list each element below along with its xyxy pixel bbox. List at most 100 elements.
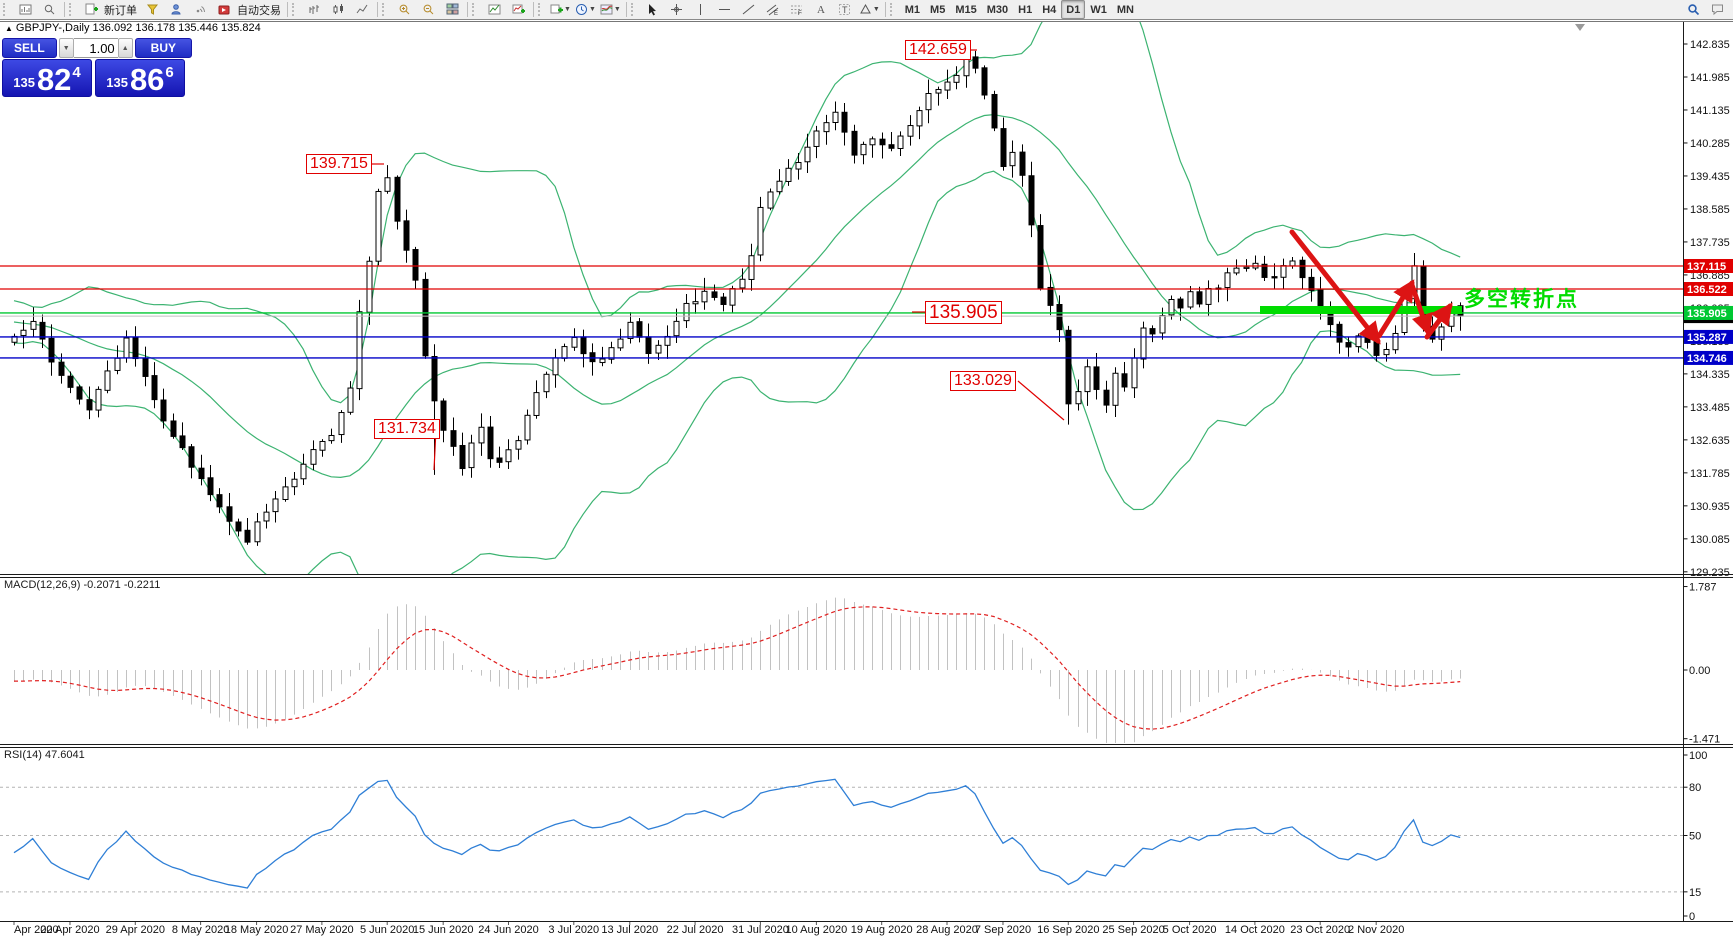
shapes-icon: [859, 3, 871, 14]
toolbar-button-bars[interactable]: [302, 0, 326, 20]
buy-button[interactable]: BUY: [134, 38, 192, 58]
toolbar-button-signal[interactable]: [188, 0, 212, 20]
price-tick-label: 140.285: [1690, 138, 1730, 150]
template-icon: [600, 4, 613, 15]
candle-body: [543, 373, 550, 393]
toolbar-button-crosshair[interactable]: [665, 0, 689, 20]
rsi-pane[interactable]: [0, 778, 1683, 893]
toolbar-button-trendline[interactable]: [737, 0, 761, 20]
toolbar-button-funnel[interactable]: [140, 0, 164, 20]
volume-decrease-button[interactable]: ▼: [58, 38, 74, 58]
toolbar-button-chat[interactable]: [1705, 0, 1729, 20]
toolbar-button-shapes[interactable]: ▼: [857, 0, 882, 20]
toolbar-button-zoom-in[interactable]: [392, 0, 416, 20]
candle-body: [132, 337, 139, 360]
turning-point-annotation[interactable]: 多空转折点: [1464, 288, 1579, 311]
candle-body: [1159, 315, 1166, 334]
toolbar-button-search[interactable]: [1681, 0, 1705, 20]
date-tick-label: 31 Jul 2020: [732, 924, 789, 936]
sell-price-display[interactable]: 135 82 4: [2, 59, 92, 97]
macd-indicator-label: MACD(12,26,9) -0.2071 -0.2211: [4, 579, 161, 591]
timeframe-button-m5[interactable]: M5: [930, 3, 946, 16]
textA-icon: A: [817, 4, 825, 16]
support-zone-bar[interactable]: [1260, 306, 1462, 314]
toolbar-button-hline[interactable]: [713, 0, 737, 20]
toolbar-button-person[interactable]: [164, 0, 188, 20]
candle-body: [300, 463, 307, 480]
toolbar-button-magnifier[interactable]: [37, 0, 61, 20]
zigzag-arrow[interactable]: [1409, 282, 1433, 337]
toolbar-button-new-order[interactable]: [79, 0, 103, 20]
boll-upper: [13, 22, 1461, 404]
person-icon: [170, 4, 181, 15]
candle-body: [328, 434, 335, 442]
timeframe-button-m1[interactable]: M1: [904, 3, 921, 16]
toolbar-button-tiles[interactable]: [440, 0, 464, 20]
toolbar-button-autotrade[interactable]: [212, 0, 236, 20]
clock-icon: [575, 4, 587, 15]
candle-body: [356, 311, 363, 390]
volume-input[interactable]: [73, 38, 118, 58]
price-callout[interactable]: 133.029: [950, 371, 1016, 391]
candle-body: [431, 356, 438, 402]
symbol-info: ▲ GBPJPY-,Daily 136.092 136.178 135.446 1…: [5, 22, 261, 34]
toolbar-button-candles[interactable]: [326, 0, 350, 20]
toolbar-button-linechart[interactable]: [350, 0, 374, 20]
toolbar-button-chart-window[interactable]: [13, 0, 37, 20]
toolbar-grip: [69, 3, 76, 16]
price-callout[interactable]: 139.715: [306, 154, 372, 174]
candle-body: [468, 442, 475, 469]
date-tick-label: 5 Oct 2020: [1163, 924, 1217, 936]
date-tick-label: 22 Jul 2020: [667, 924, 724, 936]
date-tick-label: 24 Jun 2020: [478, 924, 539, 936]
timeframe-button-h4[interactable]: H4: [1042, 3, 1057, 16]
toolbar-button-chart-plus[interactable]: ▼: [548, 0, 573, 20]
timeframe-button-mn[interactable]: MN: [1116, 3, 1134, 16]
timeframe-button-d1[interactable]: D1: [1061, 0, 1086, 19]
toolbar-button-textT[interactable]: T: [833, 0, 857, 20]
price-callout[interactable]: 135.905: [925, 301, 1002, 324]
candle-body: [478, 426, 485, 444]
volume-increase-button[interactable]: ▲: [117, 38, 133, 58]
candle-body: [804, 146, 811, 163]
buy-price-display[interactable]: 135 86 6: [95, 59, 185, 97]
candle-body: [272, 498, 279, 513]
toolbar-button-indicator[interactable]: [482, 0, 506, 20]
candle-body: [403, 220, 410, 251]
candle-body: [1383, 348, 1390, 356]
toolbar-button-textA[interactable]: A: [809, 0, 833, 20]
sell-button[interactable]: SELL: [2, 38, 57, 58]
candle-body: [1019, 151, 1026, 176]
price-callout[interactable]: 142.659: [905, 40, 971, 60]
toolbar-button-fibo[interactable]: F: [785, 0, 809, 20]
timeframe-button-m15[interactable]: M15: [955, 3, 977, 16]
price-callout[interactable]: 131.734: [374, 419, 440, 439]
macd-pane[interactable]: [14, 597, 1461, 746]
price-tick-label: 134.335: [1690, 369, 1730, 381]
rsi-tick-label: 15: [1689, 887, 1701, 899]
zigzag-arrow[interactable]: [1424, 302, 1453, 340]
macd-signal-line: [14, 606, 1461, 730]
linechart-icon: [356, 4, 367, 14]
candle-body: [944, 81, 951, 91]
zigzag-arrow[interactable]: [1376, 279, 1415, 339]
toolbar-button-vline[interactable]: [689, 0, 713, 20]
zigzag-arrow[interactable]: [1289, 229, 1381, 345]
toolbar-button-zoom-out[interactable]: [416, 0, 440, 20]
candle-body: [795, 162, 802, 170]
toolbar-button-cursor[interactable]: [641, 0, 665, 20]
toolbar-button-indicator-add[interactable]: [506, 0, 530, 20]
toolbar-button-template[interactable]: ▼: [598, 0, 623, 20]
toolbar-button-channel[interactable]: E: [761, 0, 785, 20]
main-price-pane[interactable]: [0, 0, 1683, 650]
chart-objects[interactable]: [368, 49, 1462, 471]
price-tick-label: 132.635: [1690, 435, 1730, 447]
autotrade-icon: [218, 5, 229, 15]
timeframe-button-m30[interactable]: M30: [986, 3, 1009, 16]
toolbar-button-clock[interactable]: ▼: [573, 0, 598, 20]
candle-body: [851, 130, 858, 156]
candle-body: [963, 57, 970, 77]
timeframe-button-w1[interactable]: W1: [1090, 3, 1107, 16]
timeframe-button-h1[interactable]: H1: [1018, 3, 1033, 16]
